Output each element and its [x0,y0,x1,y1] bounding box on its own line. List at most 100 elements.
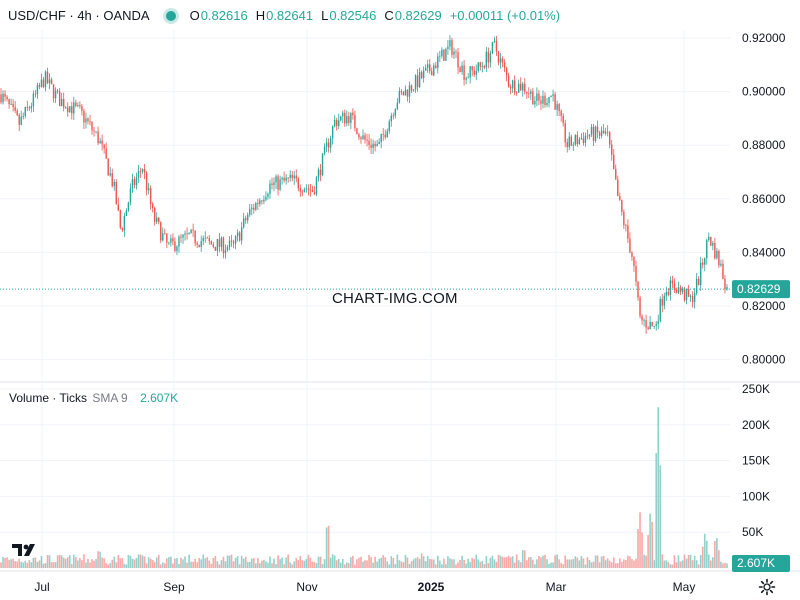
volume-bar [212,557,215,568]
symbol-title[interactable]: USD/CHF · 4h · OANDA [8,8,150,23]
volume-bar [182,559,184,568]
volume-bar [521,550,524,568]
volume-bar [127,555,130,568]
volume-bar [315,563,318,568]
candle-body [18,115,20,125]
volume-bar [220,560,223,568]
volume-bar [291,564,294,568]
volume-bar [451,559,453,568]
volume-bar [339,562,342,568]
volume-bar [99,551,101,568]
volume-bar [479,562,482,568]
volume-bar [697,564,700,568]
candle-body [687,289,690,297]
candle-body [26,107,29,108]
tradingview-logo-icon[interactable] [11,540,39,560]
candle-body [418,72,421,87]
candle-body [606,131,609,133]
candle-body [333,120,336,127]
volume-bar [297,560,300,568]
volume-bar [301,560,304,568]
candle-body [431,71,433,76]
candle-body [451,40,453,55]
candle-body [697,278,700,286]
candle-body [726,287,728,290]
candle-body [702,262,704,265]
volume-bar [305,558,308,568]
candle-body [352,112,354,116]
volume-bar [131,558,134,568]
volume-bar [184,556,186,568]
volume-bar [200,559,203,568]
candle-body [218,239,221,247]
candle-body [226,246,229,251]
volume-bar [566,559,569,568]
volume-bar [570,559,573,568]
volume-bar [159,564,162,568]
close-label: C [384,8,394,23]
candle-body [242,218,245,228]
volume-bar [580,556,583,568]
candle-body [291,174,293,179]
volume-bar [687,555,690,568]
candle-body [54,90,57,99]
volume-bar [240,555,243,568]
candle-body [394,109,397,116]
volume-bar [85,562,87,568]
volume-bar [250,558,253,568]
volume-bar [491,555,494,568]
volume-bar [441,564,443,568]
candle-body [269,183,271,194]
candle-body [180,236,182,238]
candle-body [103,144,105,149]
candle-body [633,256,635,266]
volume-bar [576,557,579,568]
volume-bar [716,538,718,568]
volume-bar [170,556,172,568]
candle-body [578,139,581,145]
candle-body [627,225,629,239]
candle-body [331,126,334,139]
volume-bar [412,559,415,568]
volume-bar [87,558,89,568]
volume-bar [384,557,387,568]
candle-body [200,241,202,247]
candle-body [544,95,546,106]
volume-bar [663,560,666,568]
volume-bar [289,562,291,568]
volume-bar [281,557,283,568]
volume-title[interactable]: Volume · Ticks [9,391,88,405]
volume-bar [416,557,419,568]
candle-body [247,214,249,221]
axes: 0.92000 0.90000 0.88000 0.86000 0.84000 0.820… [0,31,790,594]
volume-bar [79,558,81,568]
volume-bar [661,554,664,568]
volume-bar [685,558,688,568]
volume-bar [275,564,277,568]
candle-body [186,233,188,235]
volume-bar [681,560,684,568]
volume-bar [528,557,530,568]
candle-body [400,91,403,93]
volume-bar [398,560,401,568]
candle-body [532,91,534,105]
volume-bar [358,557,360,568]
volume-bar [24,561,27,568]
candle-body [111,173,113,187]
volume-bar [267,562,269,568]
volume-bar [261,560,263,568]
settings-gear-icon[interactable] [758,578,776,596]
volume-bar [109,563,112,568]
low-label: L [321,8,329,23]
candle-body [315,177,318,195]
volume-bar [701,546,704,568]
candle-body [301,191,304,193]
candle-body [570,136,572,146]
volume-bar [445,564,447,568]
volume-bar [461,555,463,568]
candle-body [714,243,716,259]
candle-body [422,70,425,79]
volume-bar [592,561,595,568]
candle-body [214,246,217,251]
